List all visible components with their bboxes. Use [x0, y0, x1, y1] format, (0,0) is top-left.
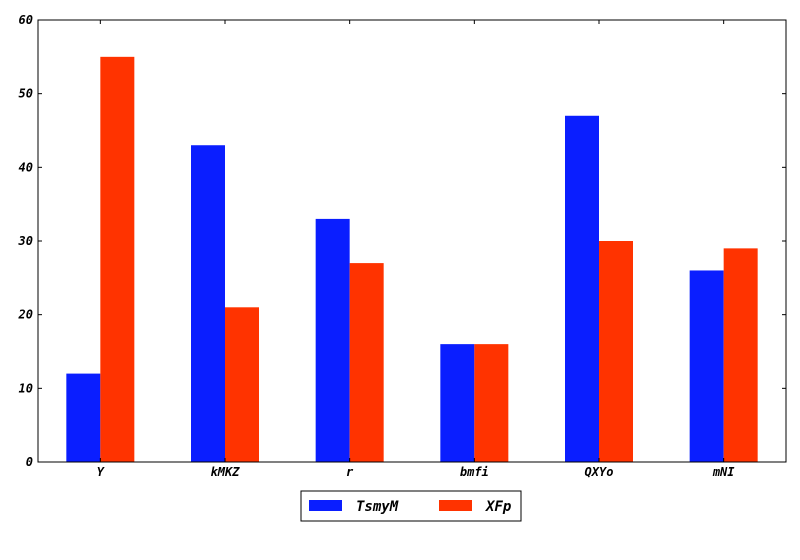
bar-TsmyM-bmfi	[440, 344, 475, 462]
bar-TsmyM-kMKZ	[191, 145, 225, 462]
x-tick-label: r	[346, 465, 354, 479]
bar-XFp-r	[349, 263, 384, 462]
tick-marks-group	[38, 19, 786, 463]
bar-TsmyM-r	[315, 218, 350, 462]
y-tick-label: 50	[19, 87, 33, 101]
x-tick-label: bmfi	[460, 465, 489, 479]
legend-swatch-XFp	[439, 500, 472, 511]
y-tick-label: 60	[19, 13, 33, 27]
bar-XFp-bmfi	[474, 344, 509, 462]
y-tick-label: 0	[26, 455, 33, 469]
bar-XFp-mNI	[723, 248, 758, 462]
y-tick-label: 40	[19, 160, 33, 174]
x-tick-label: Y	[97, 465, 105, 479]
legend-label-TsmyM: TsmyM	[356, 499, 399, 515]
plot-area-frame	[37, 19, 787, 463]
x-tick-label: kMKZ	[211, 465, 241, 479]
bars-group	[66, 56, 758, 463]
legend-label-XFp: XFp	[485, 499, 511, 515]
bar-XFp-QXYo	[599, 241, 633, 462]
y-tick-label: 20	[18, 308, 33, 322]
bar-XFp-Y	[100, 56, 135, 462]
y-tick-labels-group: 0 10 20 30 40 50 60	[18, 13, 33, 469]
legend: TsmyM XFp	[300, 490, 522, 522]
bar-TsmyM-Y	[66, 373, 101, 462]
y-tick-label: 10	[19, 381, 33, 395]
x-tick-label: QXYo	[585, 465, 614, 479]
bar-TsmyM-QXYo	[565, 115, 599, 463]
y-tick-label: 30	[18, 234, 33, 248]
bar-TsmyM-mNI	[689, 270, 724, 462]
bar-XFp-kMKZ	[225, 307, 259, 462]
x-tick-label: mNI	[712, 465, 735, 479]
legend-swatch-TsmyM	[309, 500, 342, 511]
